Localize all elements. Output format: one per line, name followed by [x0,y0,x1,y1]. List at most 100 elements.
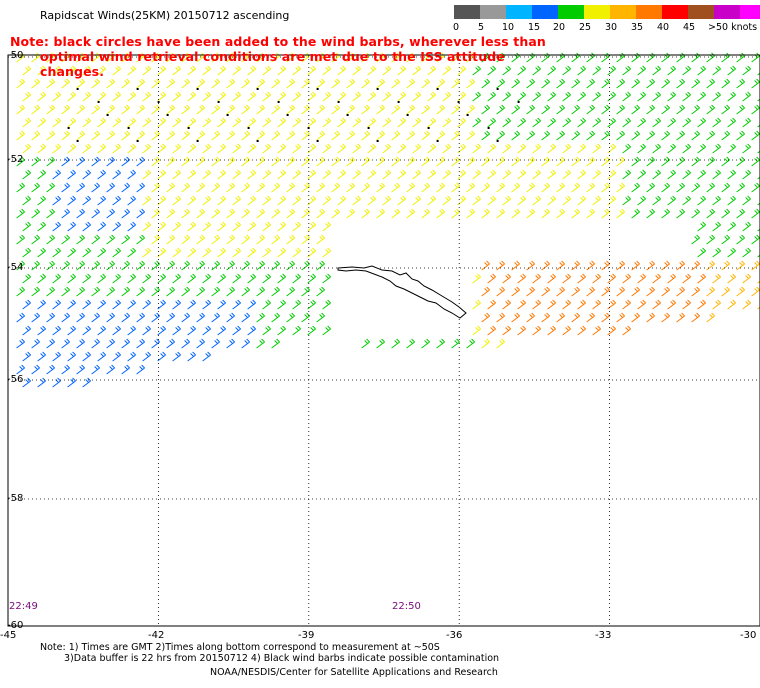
wind-barb [46,312,55,323]
wind-barb [22,299,31,310]
wind-barb [637,299,646,310]
legend-label-25: 25 [579,22,592,33]
wind-barb [307,169,316,180]
map-title: Rapidscat Winds(25KM) 20150712 ascending [40,9,290,22]
wind-barb [67,299,76,310]
wind-barb [136,260,145,271]
wind-barb [226,104,235,115]
wind-barb [22,377,31,388]
wind-barb [232,169,241,180]
wind-barb [67,91,76,102]
wind-barb [292,299,301,310]
wind-barb [16,182,25,193]
wind-barb [361,78,370,89]
wind-barb [142,325,151,336]
wind-barb [382,91,391,102]
wind-barb [727,299,736,310]
wind-barb [481,286,490,297]
wind-barb [472,143,481,154]
wind-barb [676,78,685,89]
wind-barb [742,247,751,258]
wind-barb [442,195,451,206]
wind-barb [91,182,100,193]
wind-barb [322,221,331,232]
wind-barb [631,52,640,63]
wind-barb [757,202,760,206]
wind-barb [676,260,685,271]
wind-barb [367,169,376,180]
wind-barb [142,221,151,232]
wind-barb [352,169,361,180]
wind-barb [97,325,106,336]
wind-barb [292,143,301,154]
wind-barb [241,156,250,167]
wind-barb [106,182,115,193]
wind-barb [97,91,106,102]
wind-barb [322,247,331,258]
wind-barb [526,312,535,323]
wind-barb [46,104,55,115]
wind-barb [706,182,715,193]
wind-barb [622,299,631,310]
wind-barb [67,377,76,388]
wind-barb [496,130,505,141]
wind-barb [142,169,151,180]
quality-flag-circle [436,140,439,142]
wind-barb [31,312,40,323]
wind-barb [517,195,526,206]
wind-barb [127,91,136,102]
wind-barb [301,156,310,167]
wind-barb [541,286,550,297]
wind-barb [256,208,265,219]
wind-barb [202,143,211,154]
wind-barb [742,117,751,128]
wind-barb [217,117,226,128]
wind-barb [481,104,490,115]
wind-barb [46,286,55,297]
wind-barb [151,104,160,115]
wind-barb [187,169,196,180]
wind-barb [637,143,646,154]
wind-barb [547,195,556,206]
wind-barb [547,299,556,310]
wind-barb [592,65,601,76]
wind-barb [322,299,331,310]
wind-barb [256,182,265,193]
wind-barb [166,104,175,115]
quality-flag-circle [367,127,370,129]
wind-barb [112,273,121,284]
quality-flag-circle [406,114,409,116]
wind-barb [241,182,250,193]
wind-barb [556,156,565,167]
wind-barb [262,247,271,258]
wind-barb [616,52,625,63]
wind-barb [67,325,76,336]
wind-barb [571,52,580,63]
wind-barb [106,312,115,323]
wind-barb [166,338,175,349]
legend-swatch-3 [532,5,558,19]
wind-barb [676,104,685,115]
wind-barb [142,299,151,310]
wind-barb [661,312,670,323]
wind-barb [661,52,670,63]
wind-barb [46,364,55,375]
wind-barb [667,195,676,206]
wind-barb [142,273,151,284]
wind-barb [751,182,760,193]
wind-barb [607,117,616,128]
lon-label-33: -33 [595,630,612,641]
wind-barb [142,351,151,362]
quality-flag-circle [67,127,70,129]
wind-barb [427,65,436,76]
wind-barb [622,143,631,154]
wind-barb [592,195,601,206]
wind-barb [757,72,760,76]
wind-barb [367,91,376,102]
wind-barb [331,182,340,193]
wind-barb [487,325,496,336]
wind-barb [352,65,361,76]
footer-line-3: NOAA/NESDIS/Center for Satellite Applica… [210,667,498,678]
wind-barb [727,91,736,102]
